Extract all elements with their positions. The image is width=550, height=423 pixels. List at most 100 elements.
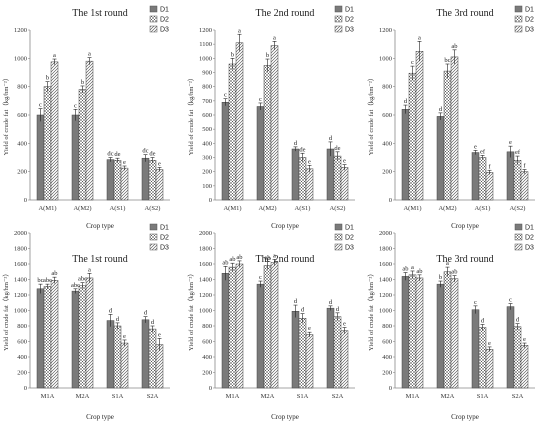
y-tick-label: 1400 — [14, 277, 27, 284]
bar-d3 — [450, 278, 459, 389]
significance-letter: ab — [451, 269, 457, 276]
bar-d2 — [113, 160, 122, 201]
significance-letter: f — [488, 163, 491, 170]
significance-letter: d — [294, 298, 298, 305]
y-axis-label: Yield of crude fat（kg/hm⁻²） — [2, 270, 10, 351]
y-tick-label: 300 — [202, 155, 212, 162]
y-tick-label: 900 — [202, 70, 212, 77]
bar-d2 — [298, 318, 307, 389]
significance-letter: ab — [222, 259, 228, 266]
bar-d2 — [113, 325, 122, 389]
bar-d2 — [333, 316, 342, 389]
y-tick-label: 600 — [202, 339, 212, 346]
significance-letter: d — [329, 299, 333, 306]
bar-d1 — [506, 306, 515, 389]
y-tick-label: 1200 — [379, 292, 392, 299]
x-tick-label: A(S2) — [330, 205, 346, 212]
y-tick-label: 400 — [17, 354, 27, 361]
y-axis-label: Yield of crude fat（kg/hm⁻²） — [187, 270, 195, 351]
bar-d2 — [478, 157, 487, 201]
y-tick-label: 2000 — [379, 230, 392, 237]
significance-letter: d — [481, 317, 485, 324]
bar-d2 — [228, 63, 237, 201]
x-axis-label: Crop type — [271, 222, 299, 230]
bar-d2 — [408, 274, 417, 389]
significance-letter: ef — [480, 148, 486, 155]
significance-letter: c — [39, 102, 42, 109]
significance-letter: e — [308, 158, 311, 165]
legend-label-d3: D3 — [525, 245, 534, 252]
legend-swatch-d1 — [334, 223, 343, 231]
chart-panel-1: The 1st round D1 D2 D3 0 200 400 600 800 1000 1200… — [2, 5, 170, 230]
significance-letter: c — [74, 102, 77, 109]
significance-letter: d — [439, 106, 443, 113]
legend-swatch-d1 — [514, 5, 523, 13]
legend-label-d1: D1 — [160, 225, 169, 232]
y-tick-label: 0 — [209, 385, 212, 392]
y-axis-label: Yield of crude fat（kg/hm⁻²） — [367, 270, 375, 351]
bar-d3 — [120, 167, 129, 201]
bar-d3 — [305, 168, 314, 201]
significance-letter: ef — [515, 149, 521, 156]
y-tick-label: 400 — [17, 140, 27, 147]
bar-d1 — [436, 283, 445, 389]
legend-swatch-d2 — [149, 15, 158, 23]
significance-letter: ab — [451, 43, 457, 50]
bar-d1 — [36, 288, 45, 389]
y-tick-label: 1100 — [199, 41, 212, 48]
bar-d2 — [228, 266, 237, 389]
significance-letter: bc — [37, 277, 43, 284]
chart-panel-3: The 3rd round D1 D2 D3 0 200 400 600 800 1000 1200… — [367, 5, 535, 230]
significance-letter: d — [516, 317, 520, 324]
chart-panel-2: The 2nd round D1 D2 D3 0 100 200 300 400 500 600 70… — [187, 5, 355, 230]
significance-letter: e — [343, 158, 346, 165]
legend-label-d2: D2 — [160, 235, 169, 242]
bar-d2 — [513, 326, 522, 389]
bar-d2 — [148, 328, 157, 389]
bar-d2 — [43, 86, 52, 201]
chart-panel-6: The 3rd round D1 D2 D3 0 200 400 600 800 1000 1200… — [367, 223, 535, 421]
significance-letter: a — [88, 266, 91, 273]
y-tick-label: 800 — [202, 323, 212, 330]
legend-label-d1: D1 — [345, 7, 354, 14]
x-tick-label: M2A — [441, 393, 455, 400]
legend-label-d2: D2 — [345, 235, 354, 242]
bar-d1 — [401, 109, 410, 201]
bar-d1 — [71, 290, 80, 389]
x-axis-label: Crop type — [271, 413, 299, 421]
legend-swatch-d3 — [334, 25, 343, 33]
legend-swatch-d3 — [514, 243, 523, 251]
significance-letter: c — [224, 92, 227, 99]
x-tick-label: M1A — [406, 393, 420, 400]
legend-swatch-d3 — [334, 243, 343, 251]
chart-title: The 2nd round — [256, 8, 315, 19]
x-tick-label: A(M2) — [258, 205, 276, 212]
legend-label-d1: D1 — [345, 225, 354, 232]
bar-d3 — [50, 280, 59, 389]
x-tick-label: S1A — [477, 393, 489, 400]
x-axis-label: Crop type — [451, 222, 479, 230]
legend-swatch-d2 — [334, 15, 343, 23]
significance-letter: d — [294, 140, 298, 147]
significance-letter: c — [259, 96, 262, 103]
significance-letter: e — [509, 139, 512, 146]
legend-swatch-d2 — [334, 233, 343, 241]
y-axis-label: Yield of crude fat（kg/hm⁻²） — [2, 75, 10, 156]
y-tick-label: 1400 — [199, 277, 212, 284]
x-axis-label: Crop type — [451, 413, 479, 421]
x-tick-label: S1A — [297, 393, 309, 400]
bar-d2 — [263, 265, 272, 389]
significance-letter: d — [144, 310, 148, 317]
y-tick-label: 400 — [382, 140, 392, 147]
x-axis-label: Crop type — [86, 413, 114, 421]
y-tick-label: 0 — [24, 197, 27, 204]
x-tick-label: S1A — [112, 393, 124, 400]
significance-letter: d — [301, 307, 305, 314]
bar-d1 — [256, 283, 265, 389]
bar-d2 — [513, 160, 522, 201]
bar-d2 — [478, 327, 487, 389]
significance-letter: b — [266, 52, 269, 59]
bar-d1 — [106, 159, 115, 201]
y-tick-label: 2000 — [14, 230, 27, 237]
